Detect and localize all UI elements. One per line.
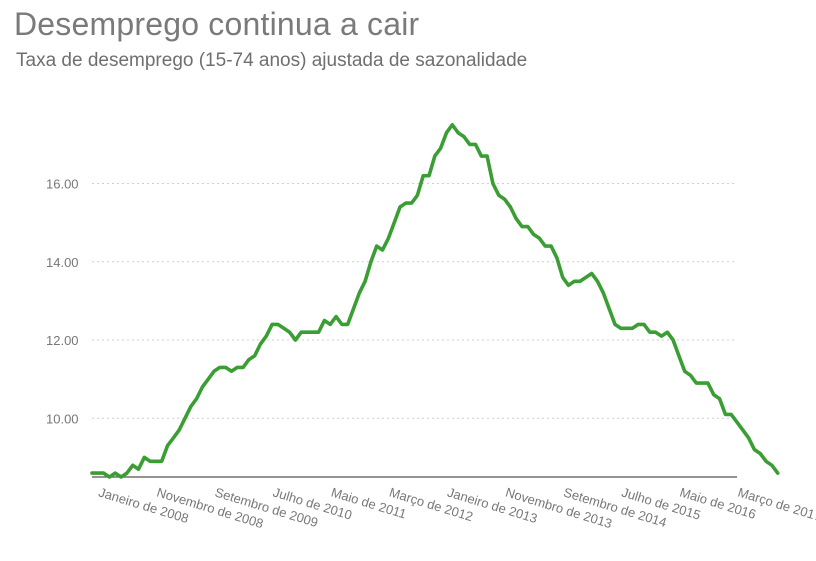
chart-title: Desemprego continua a cair bbox=[14, 6, 420, 42]
y-tick-label: 14.00 bbox=[46, 255, 79, 270]
series-line bbox=[90, 123, 780, 479]
y-tick-label: 10.00 bbox=[46, 411, 79, 426]
y-tick-label: 12.00 bbox=[46, 333, 79, 348]
chart-subtitle: Taxa de desemprego (15-74 anos) ajustada… bbox=[16, 50, 528, 71]
y-tick-label: 16.00 bbox=[46, 177, 79, 192]
y-axis-ticks: 10.00 12.00 14.00 16.00 bbox=[46, 177, 79, 427]
grid-lines bbox=[92, 183, 737, 419]
series-group bbox=[90, 123, 780, 479]
